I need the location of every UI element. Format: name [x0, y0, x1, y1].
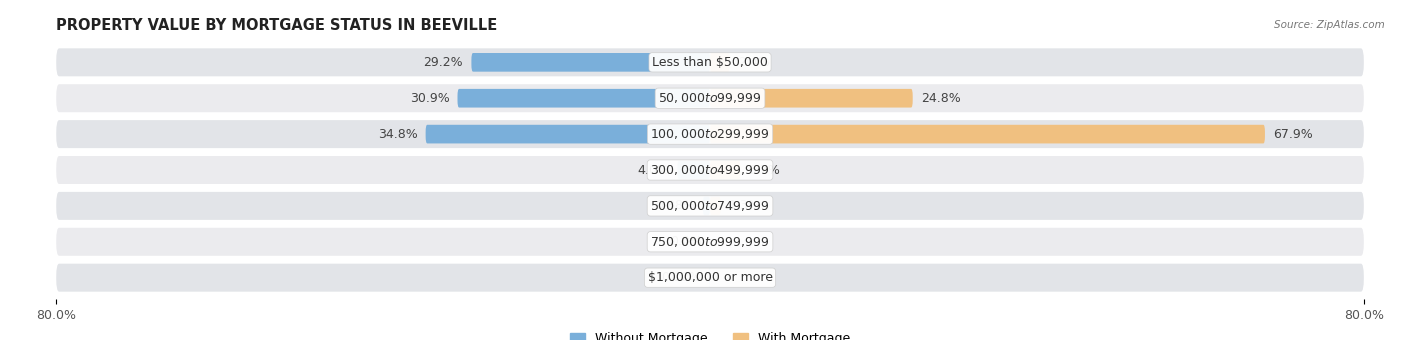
Text: 34.8%: 34.8% — [378, 128, 418, 141]
Text: 2.4%: 2.4% — [738, 56, 769, 69]
FancyBboxPatch shape — [471, 53, 710, 72]
FancyBboxPatch shape — [709, 268, 710, 287]
FancyBboxPatch shape — [56, 84, 1364, 112]
Text: 1.3%: 1.3% — [728, 199, 761, 212]
Text: 0.88%: 0.88% — [655, 199, 695, 212]
Text: 0.0%: 0.0% — [669, 235, 702, 248]
Text: 3.7%: 3.7% — [748, 164, 780, 176]
FancyBboxPatch shape — [56, 156, 1364, 184]
FancyBboxPatch shape — [56, 48, 1364, 76]
FancyBboxPatch shape — [56, 228, 1364, 256]
Text: 0.12%: 0.12% — [661, 271, 700, 284]
FancyBboxPatch shape — [457, 89, 710, 107]
Text: 30.9%: 30.9% — [409, 92, 450, 105]
FancyBboxPatch shape — [678, 161, 710, 179]
FancyBboxPatch shape — [710, 89, 912, 107]
FancyBboxPatch shape — [56, 120, 1364, 148]
Text: Less than $50,000: Less than $50,000 — [652, 56, 768, 69]
Text: $50,000 to $99,999: $50,000 to $99,999 — [658, 91, 762, 105]
Text: PROPERTY VALUE BY MORTGAGE STATUS IN BEEVILLE: PROPERTY VALUE BY MORTGAGE STATUS IN BEE… — [56, 18, 498, 33]
FancyBboxPatch shape — [703, 197, 710, 215]
FancyBboxPatch shape — [710, 125, 1265, 143]
Text: $1,000,000 or more: $1,000,000 or more — [648, 271, 772, 284]
FancyBboxPatch shape — [426, 125, 710, 143]
Text: $300,000 to $499,999: $300,000 to $499,999 — [651, 163, 769, 177]
FancyBboxPatch shape — [56, 192, 1364, 220]
Text: 24.8%: 24.8% — [921, 92, 960, 105]
FancyBboxPatch shape — [710, 161, 741, 179]
Text: $100,000 to $299,999: $100,000 to $299,999 — [651, 127, 769, 141]
FancyBboxPatch shape — [56, 264, 1364, 292]
FancyBboxPatch shape — [710, 197, 721, 215]
Text: 67.9%: 67.9% — [1272, 128, 1313, 141]
Text: $750,000 to $999,999: $750,000 to $999,999 — [651, 235, 769, 249]
Legend: Without Mortgage, With Mortgage: Without Mortgage, With Mortgage — [565, 327, 855, 340]
FancyBboxPatch shape — [710, 53, 730, 72]
Text: $500,000 to $749,999: $500,000 to $749,999 — [651, 199, 769, 213]
Text: 4.0%: 4.0% — [637, 164, 669, 176]
Text: 29.2%: 29.2% — [423, 56, 463, 69]
Text: Source: ZipAtlas.com: Source: ZipAtlas.com — [1274, 20, 1385, 30]
